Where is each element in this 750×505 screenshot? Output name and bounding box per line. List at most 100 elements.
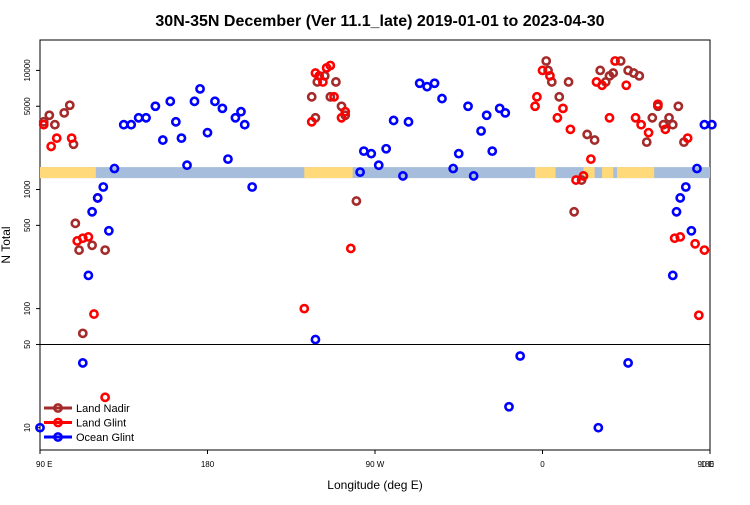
land-glint-point	[38, 119, 49, 130]
ocean-glint-point	[623, 358, 634, 368]
land-glint-point	[46, 141, 57, 152]
land-glint-point	[306, 116, 317, 127]
ocean-glint-point	[176, 133, 187, 144]
ocean-glint-point	[667, 270, 678, 281]
y-axis: 10 50 100 500 1000 5000 10000	[23, 59, 40, 432]
ocean-glint-point	[680, 182, 691, 192]
ocean-glint-point	[463, 101, 473, 112]
ocean-glint-point	[706, 119, 717, 130]
legend-swatch-marker	[53, 417, 63, 428]
legend-swatch-marker	[53, 403, 63, 413]
ocean-glint-point	[476, 126, 486, 136]
ocean-glint-point	[437, 93, 447, 104]
ocean-glint-point	[675, 193, 686, 203]
y-tick-label: 5000	[23, 97, 32, 115]
y-tick-label: 10	[23, 423, 32, 432]
x-tick-label: 0	[540, 460, 545, 469]
land-band	[304, 167, 353, 179]
ocean-glint-point	[593, 422, 604, 433]
land-nadir-point	[331, 77, 341, 87]
ocean-glint-point	[182, 160, 192, 171]
land-band	[40, 167, 96, 179]
plot-frame	[39, 39, 711, 451]
land-glint-point	[77, 233, 88, 244]
ocean-glint-point	[494, 103, 505, 114]
land-glint-point	[325, 60, 336, 71]
land-nadir-point	[70, 218, 81, 229]
x-tick-label: 90 W	[366, 460, 385, 469]
land-glint-point	[643, 127, 654, 138]
ocean-glint-point	[355, 167, 366, 178]
x-tick-label: 90 E	[36, 460, 52, 469]
ocean-glint-point	[504, 401, 514, 412]
y-tick-label: 1000	[23, 180, 32, 198]
ocean-glint-point	[217, 103, 228, 114]
land-glint-point	[565, 124, 576, 135]
land-nadir-point	[87, 240, 98, 251]
y-tick-label: 100	[23, 301, 32, 315]
land-glint-point	[51, 133, 62, 144]
ocean-glint-point	[150, 101, 161, 112]
land-glint-point	[558, 103, 568, 114]
ocean-glint-point	[133, 112, 144, 123]
ocean-glint-point	[686, 225, 697, 236]
ocean-glint-point	[35, 422, 45, 433]
land-glint-point	[652, 99, 663, 110]
land-glint-point	[636, 119, 647, 130]
points-layer	[35, 56, 717, 433]
land-nadir-point	[673, 101, 684, 112]
land-nadir-point	[325, 91, 336, 102]
ocean-glint-point	[98, 182, 109, 192]
ocean-glint-point	[109, 163, 120, 174]
land-glint-point	[100, 392, 111, 403]
ocean-glint-point	[239, 119, 250, 130]
ocean-glint-point	[165, 96, 176, 107]
ocean-band	[40, 167, 710, 179]
ocean-glint-point	[83, 270, 94, 281]
land-nadir-point	[554, 91, 565, 102]
land-nadir-point	[569, 206, 580, 217]
ocean-glint-point	[448, 163, 459, 174]
land-mask	[40, 167, 710, 345]
ocean-glint-point	[77, 358, 88, 368]
land-nadir-point	[541, 56, 552, 66]
y-tick-label: 10000	[23, 59, 32, 82]
ocean-glint-point	[310, 334, 321, 345]
x-tick-label: 90 E	[698, 460, 714, 469]
ocean-glint-point	[381, 143, 392, 154]
ocean-glint-point	[699, 119, 710, 130]
ocean-glint-point	[414, 78, 425, 89]
land-glint-point	[345, 243, 356, 254]
ocean-glint-point	[141, 112, 151, 123]
land-nadir-point	[74, 245, 84, 255]
ocean-glint-point	[170, 116, 181, 127]
land-glint-point	[699, 245, 710, 255]
land-nadir-point	[49, 119, 60, 130]
land-nadir-point	[615, 56, 626, 66]
land-nadir-point	[641, 137, 652, 148]
land-nadir-point	[100, 245, 111, 255]
ocean-glint-point	[189, 96, 200, 107]
land-glint-point	[610, 56, 620, 66]
ocean-glint-point	[103, 225, 114, 236]
ocean-glint-point	[453, 148, 464, 159]
land-nadir-point	[608, 68, 619, 78]
x-tick-label-right: 180	[701, 460, 715, 469]
land-nadir-point	[351, 196, 362, 206]
land-nadir-point	[563, 77, 574, 87]
legend-swatch-marker	[53, 432, 63, 442]
land-glint-point	[545, 70, 555, 81]
land-glint-point	[340, 106, 351, 117]
x-tick-label: 180	[201, 460, 215, 469]
land-nadir-point	[667, 119, 678, 130]
land-band	[602, 167, 614, 179]
legend: Land Nadir Land Glint Ocean Glint	[44, 403, 134, 444]
y-axis-label: N Total	[0, 226, 13, 263]
ocean-glint-point	[126, 119, 137, 130]
land-glint-point	[669, 233, 680, 244]
land-band	[616, 167, 655, 179]
ocean-glint-point	[87, 206, 98, 217]
land-nadir-point	[44, 110, 55, 121]
